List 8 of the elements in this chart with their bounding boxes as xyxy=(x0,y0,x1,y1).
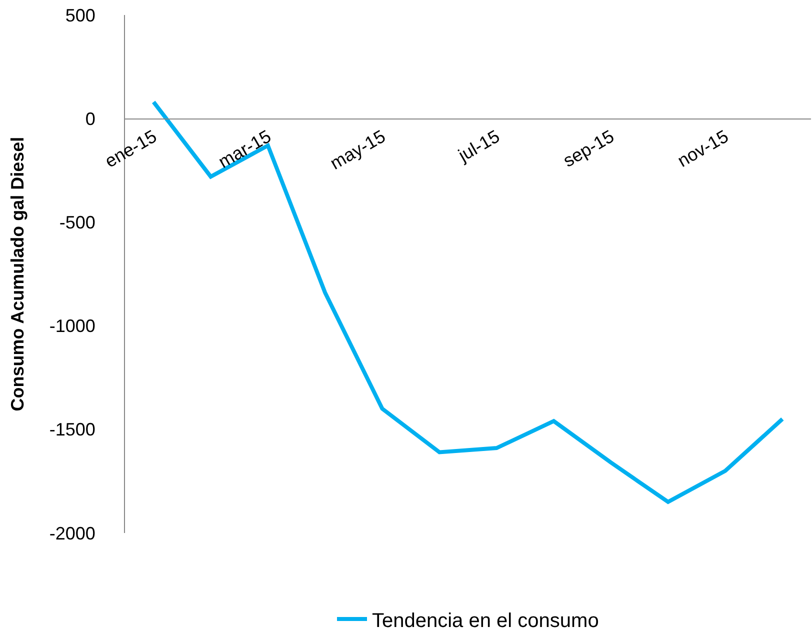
y-tick-label: -500 xyxy=(59,212,96,232)
y-tick-label: -1000 xyxy=(49,316,96,336)
y-tick-label: -1500 xyxy=(49,420,96,440)
y-axis-title: Consumo Acumulado gal Diesel xyxy=(8,136,28,412)
legend-label: Tendencia en el consumo xyxy=(372,610,599,632)
y-tick-label: -2000 xyxy=(49,523,96,544)
y-tick-label: 500 xyxy=(65,5,96,26)
y-tick-label: 0 xyxy=(85,108,96,129)
